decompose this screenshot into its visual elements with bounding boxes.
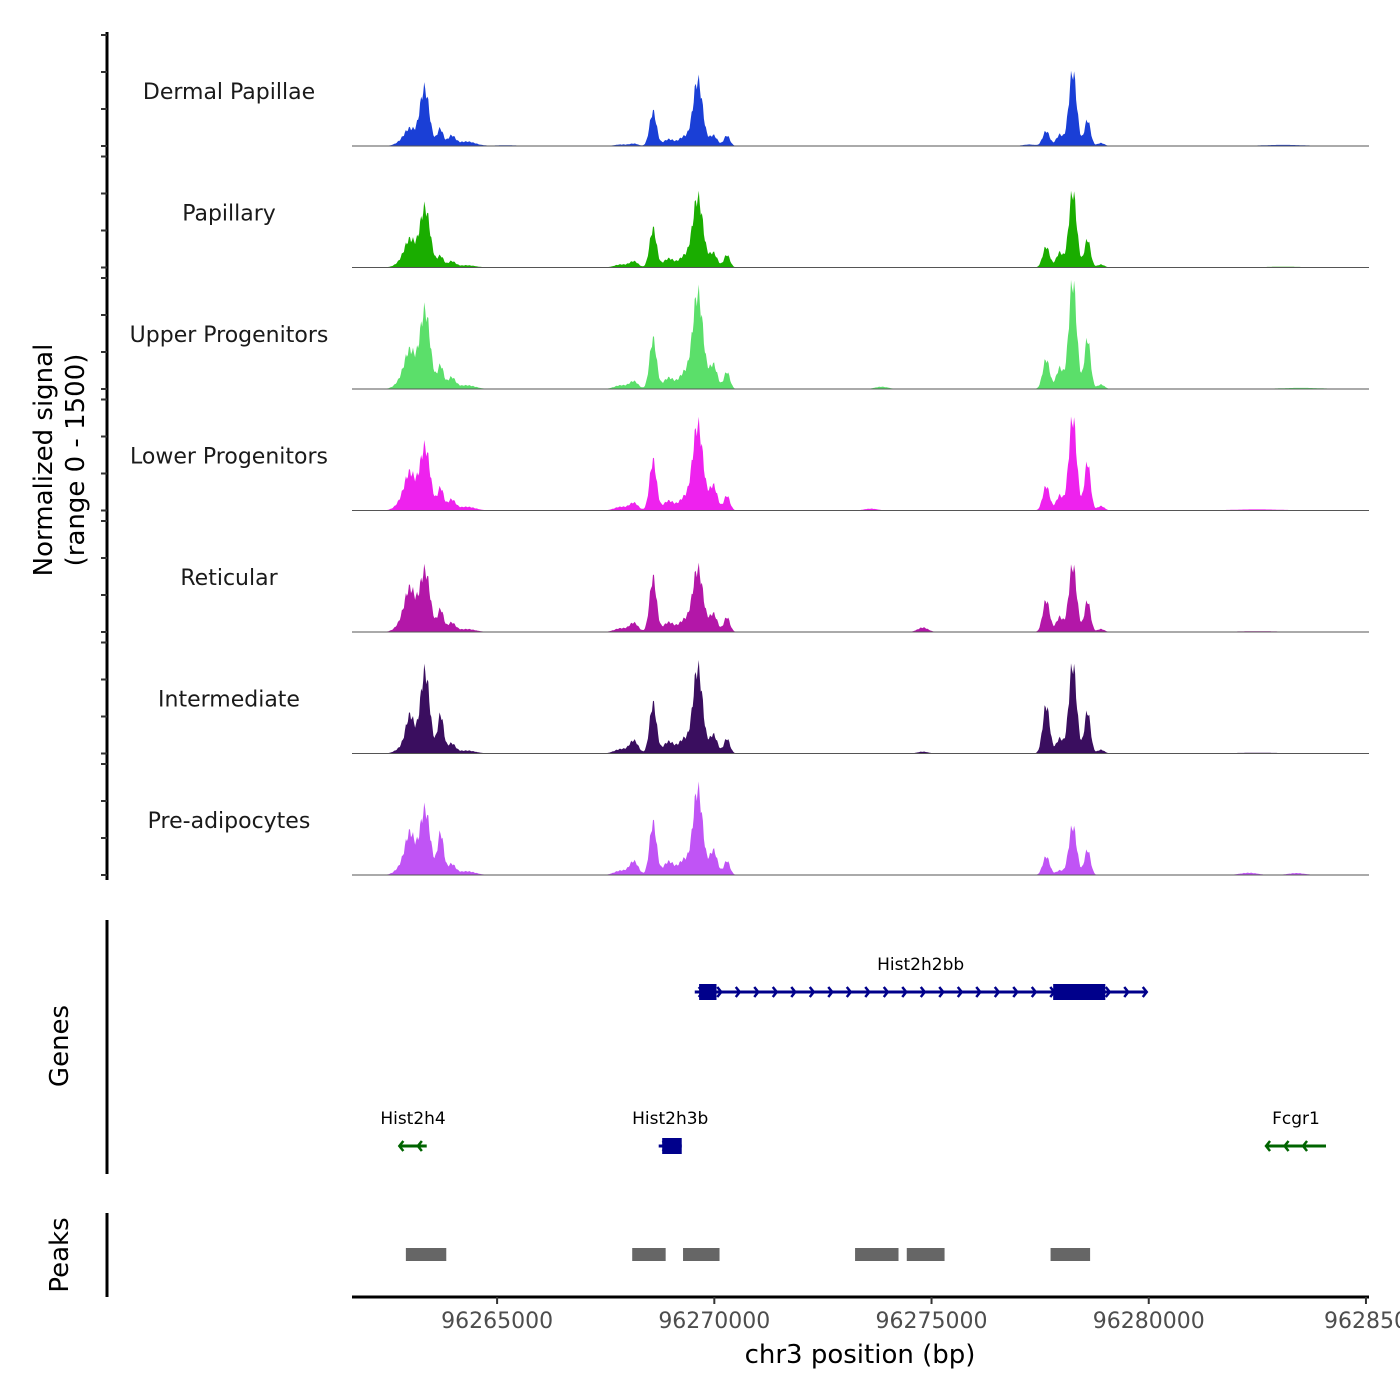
signal-area [352, 190, 1369, 268]
strand-arrow-icon [938, 986, 945, 998]
strand-arrow-icon [1012, 986, 1019, 998]
signal-area [352, 416, 1369, 511]
peak-region [855, 1248, 899, 1261]
strand-arrow-icon [882, 986, 890, 998]
strand-arrow-icon [1301, 1140, 1309, 1152]
gene-label: Fcgr1 [1272, 1109, 1320, 1129]
x-axis-ticks: 96265000 96270000 96275000 96280000 962850 [441, 1297, 1400, 1334]
gene-hist2h2bb: Hist2h2bb [694, 955, 1149, 1000]
strand-arrow-icon [1282, 1140, 1290, 1152]
peak-region [1050, 1248, 1091, 1261]
x-tick-label: 962850 [1324, 1309, 1400, 1334]
peak-region [632, 1248, 666, 1261]
gene-hist2h3b: Hist2h3b [632, 1109, 708, 1154]
track-label: Lower Progenitors [130, 445, 328, 470]
strand-arrow-icon [845, 986, 853, 998]
y-axis-title-line1: Normalized signal [29, 344, 59, 577]
coverage-y-ticks [101, 34, 107, 876]
signal-area [352, 279, 1369, 389]
track-reticular: Reticular [180, 562, 1369, 633]
gene-fcgr1: Fcgr1 [1264, 1109, 1326, 1152]
strand-arrow-icon [901, 986, 908, 998]
signal-area [352, 562, 1369, 632]
x-tick-label: 96270000 [658, 1309, 770, 1334]
strand-arrow-icon [753, 986, 760, 998]
peaks-panel-title: Peaks [45, 1217, 75, 1292]
peak-regions [405, 1248, 1091, 1261]
strand-arrow-icon [956, 986, 964, 998]
track-pre-adipocytes: Pre-adipocytes [148, 781, 1369, 876]
track-label: Intermediate [158, 688, 300, 713]
strand-arrow-icon [993, 986, 1001, 998]
coverage-tracks: Dermal Papillae Papillary Upper Progenitor… [130, 70, 1369, 876]
track-label: Pre-adipocytes [148, 809, 311, 834]
track-dermal-papillae: Dermal Papillae [143, 70, 1369, 147]
genes-panel-title: Genes [45, 1005, 75, 1087]
track-papillary: Papillary [182, 190, 1369, 268]
strand-arrow-icon [716, 986, 723, 998]
track-label: Upper Progenitors [130, 323, 329, 348]
gene-label: Hist2h3b [632, 1109, 708, 1129]
strand-arrow-icon [734, 986, 742, 998]
strand-arrow-icon [416, 1140, 423, 1152]
track-lower-progenitors: Lower Progenitors [130, 416, 1369, 511]
gene-label: Hist2h4 [380, 1109, 445, 1129]
strand-arrow-icon [808, 986, 816, 998]
gene-exon [662, 1138, 682, 1154]
peak-region [405, 1248, 447, 1261]
gene-exon [699, 984, 717, 1000]
strand-arrow-icon [864, 986, 871, 998]
x-tick-label: 96265000 [441, 1309, 553, 1334]
x-tick-label: 96280000 [1093, 1309, 1205, 1334]
y-axis-title-line2: (range 0 - 1500) [61, 354, 91, 567]
peak-region [906, 1248, 945, 1261]
strand-arrow-icon [1141, 986, 1149, 998]
gene-hist2h4: Hist2h4 [380, 1109, 446, 1152]
gene-annotations: Hist2h2bb Hist2h4 Hist2h3b Fcgr1 [380, 955, 1326, 1154]
track-label: Reticular [180, 566, 278, 591]
signal-area [352, 781, 1369, 875]
track-intermediate: Intermediate [158, 660, 1369, 754]
strand-arrow-icon [771, 986, 779, 998]
gene-exon [1053, 984, 1106, 1000]
strand-arrow-icon [919, 986, 927, 998]
track-upper-progenitors: Upper Progenitors [130, 279, 1369, 390]
strand-arrow-icon [1104, 986, 1112, 998]
strand-arrow-icon [1264, 1140, 1272, 1152]
gene-label: Hist2h2bb [877, 955, 964, 975]
strand-arrow-icon [790, 986, 797, 998]
x-axis-title: chr3 position (bp) [745, 1340, 976, 1370]
strand-arrow-icon [397, 1140, 405, 1152]
strand-arrow-icon [1123, 986, 1130, 998]
strand-arrow-icon [827, 986, 834, 998]
y-axis-title: Normalized signal (range 0 - 1500) [29, 344, 91, 577]
track-label: Papillary [182, 202, 276, 227]
strand-arrow-icon [1030, 986, 1038, 998]
signal-area [352, 70, 1369, 146]
peak-region [683, 1248, 720, 1261]
signal-area [352, 660, 1369, 754]
x-tick-label: 96275000 [876, 1309, 988, 1334]
track-label: Dermal Papillae [143, 80, 315, 105]
strand-arrow-icon [975, 986, 982, 998]
